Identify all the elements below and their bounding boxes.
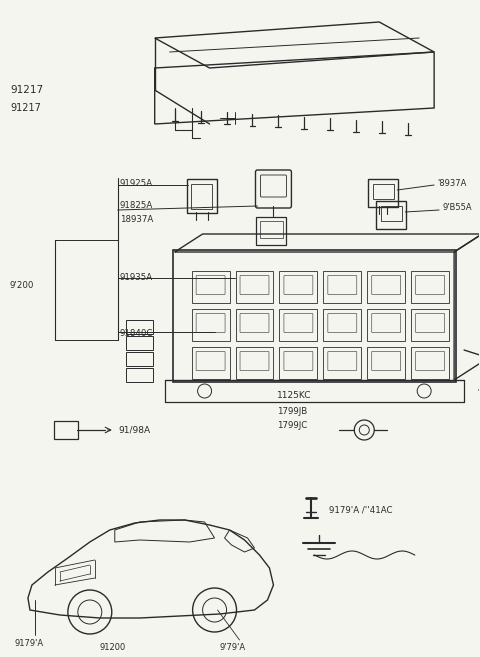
Text: 91217: 91217 [10, 85, 43, 95]
Text: 91925A: 91925A [120, 179, 153, 187]
Text: 9179'A: 9179'A [15, 639, 44, 648]
Text: 9179'A /''41AC: 9179'A /''41AC [329, 505, 393, 514]
Text: 9'B55A: 9'B55A [442, 204, 472, 212]
Text: 1125KC: 1125KC [277, 390, 312, 399]
Text: 1799JC: 1799JC [277, 422, 308, 430]
Text: 9'200: 9'200 [10, 281, 35, 290]
Text: 91935A: 91935A [120, 273, 153, 283]
Text: 91217: 91217 [10, 103, 41, 113]
Text: 1799JB: 1799JB [277, 407, 308, 417]
Text: 91200: 91200 [100, 643, 126, 652]
Text: 91840C: 91840C [120, 328, 153, 338]
Text: '8937A: '8937A [437, 179, 467, 187]
Text: 91825A: 91825A [120, 202, 153, 210]
Text: 91/98A: 91/98A [119, 426, 151, 434]
Text: 18937A: 18937A [120, 215, 153, 225]
Text: 9'79'A: 9'79'A [219, 643, 246, 652]
